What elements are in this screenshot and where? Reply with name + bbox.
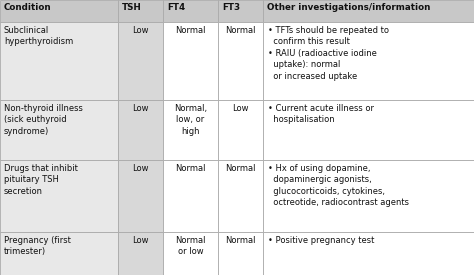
Bar — [118, 0, 163, 22]
Bar — [0, 232, 118, 275]
Text: FT3: FT3 — [222, 3, 240, 12]
Bar — [163, 0, 218, 22]
Text: TSH: TSH — [122, 3, 142, 12]
Bar — [163, 22, 218, 100]
Text: Normal: Normal — [225, 164, 256, 173]
Text: • Hx of using dopamine,
  dopaminergic agonists,
  glucocorticoids, cytokines,
 : • Hx of using dopamine, dopaminergic ago… — [268, 164, 409, 207]
Bar — [218, 22, 263, 100]
Text: • Current acute illness or
  hospitalisation: • Current acute illness or hospitalisati… — [268, 104, 374, 125]
Text: Normal: Normal — [225, 236, 256, 245]
Text: • Positive pregnancy test: • Positive pregnancy test — [268, 236, 374, 245]
Text: Low: Low — [132, 26, 149, 35]
Bar — [0, 22, 118, 100]
Text: • TFTs should be repeated to
  confirm this result
• RAIU (radioactive iodine
  : • TFTs should be repeated to confirm thi… — [268, 26, 389, 81]
Text: Subclinical
hyperthyroidism: Subclinical hyperthyroidism — [4, 26, 73, 46]
Text: Low: Low — [132, 164, 149, 173]
Bar — [118, 232, 163, 275]
Bar — [218, 232, 263, 275]
Bar — [118, 160, 163, 232]
Bar — [218, 0, 263, 22]
Text: Normal: Normal — [175, 164, 206, 173]
Bar — [263, 232, 474, 275]
Text: Other investigations/information: Other investigations/information — [267, 3, 430, 12]
Bar — [163, 232, 218, 275]
Bar — [118, 100, 163, 160]
Text: Low: Low — [232, 104, 249, 113]
Text: Pregnancy (first
trimester): Pregnancy (first trimester) — [4, 236, 71, 257]
Bar — [218, 160, 263, 232]
Bar — [218, 100, 263, 160]
Bar — [0, 160, 118, 232]
Bar — [163, 100, 218, 160]
Bar — [263, 22, 474, 100]
Text: Normal: Normal — [175, 26, 206, 35]
Bar — [263, 160, 474, 232]
Text: Condition: Condition — [4, 3, 52, 12]
Text: Drugs that inhibit
pituitary TSH
secretion: Drugs that inhibit pituitary TSH secreti… — [4, 164, 78, 196]
Text: Non-thyroid illness
(sick euthyroid
syndrome): Non-thyroid illness (sick euthyroid synd… — [4, 104, 83, 136]
Bar — [263, 100, 474, 160]
Text: Low: Low — [132, 104, 149, 113]
Bar — [0, 0, 118, 22]
Text: Low: Low — [132, 236, 149, 245]
Text: Normal
or low: Normal or low — [175, 236, 206, 257]
Bar — [263, 0, 474, 22]
Text: Normal: Normal — [225, 26, 256, 35]
Bar — [118, 22, 163, 100]
Text: Normal,
low, or
high: Normal, low, or high — [174, 104, 207, 136]
Bar — [163, 160, 218, 232]
Bar — [0, 100, 118, 160]
Text: FT4: FT4 — [167, 3, 185, 12]
